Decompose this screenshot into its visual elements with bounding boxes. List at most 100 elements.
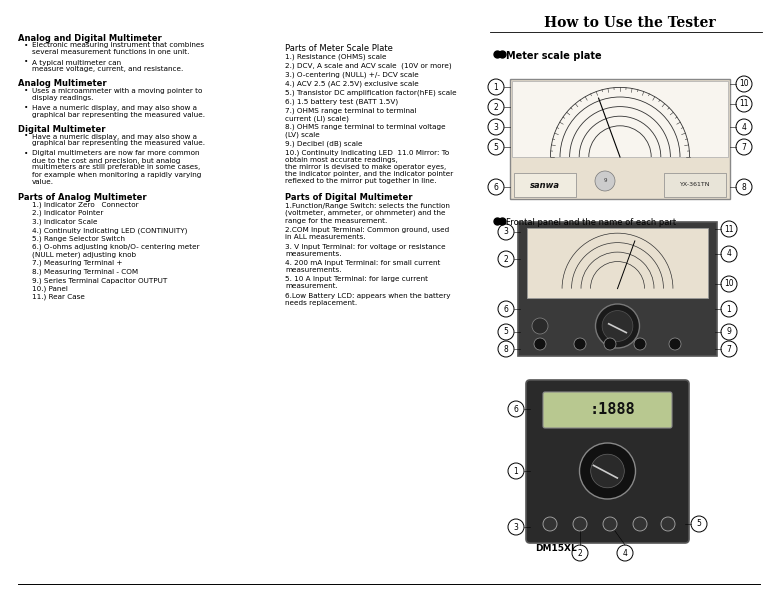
Text: Parts of Meter Scale Plate: Parts of Meter Scale Plate [285, 44, 393, 53]
Text: 6.Low Battery LCD: appears when the battery
needs replacement.: 6.Low Battery LCD: appears when the batt… [285, 293, 451, 306]
Circle shape [721, 301, 737, 317]
Text: 9: 9 [603, 179, 607, 184]
Text: 3.) Indicator Scale: 3.) Indicator Scale [32, 219, 98, 225]
Text: 7: 7 [727, 345, 731, 353]
Text: 3: 3 [504, 228, 508, 236]
Text: Digital Multimeter: Digital Multimeter [18, 125, 105, 134]
Text: 4: 4 [727, 249, 731, 258]
Text: 5: 5 [494, 143, 498, 151]
FancyBboxPatch shape [527, 228, 708, 298]
Circle shape [736, 139, 752, 155]
Text: 8.) OHMS range terminal to terminal voltage
(LV) scale: 8.) OHMS range terminal to terminal volt… [285, 124, 445, 138]
Circle shape [498, 324, 514, 340]
Text: 3.) O-centering (NULL) +/- DCV scale: 3.) O-centering (NULL) +/- DCV scale [285, 71, 419, 78]
FancyBboxPatch shape [526, 380, 689, 543]
Circle shape [572, 545, 588, 561]
Text: 5.) Transistor DC amplification factor(hFE) scale: 5.) Transistor DC amplification factor(h… [285, 90, 457, 96]
FancyBboxPatch shape [514, 173, 576, 197]
Text: Electronic measuring instrument that combines
several measurement functions in o: Electronic measuring instrument that com… [32, 43, 204, 55]
Text: 1: 1 [514, 466, 518, 476]
Circle shape [508, 401, 524, 417]
Circle shape [488, 99, 504, 115]
Text: 8: 8 [504, 345, 508, 353]
Text: Frontal panel and the name of each part: Frontal panel and the name of each part [506, 218, 676, 227]
Text: •: • [24, 105, 28, 111]
Text: 2.) DCV, A scale and ACV scale  (10V or more): 2.) DCV, A scale and ACV scale (10V or m… [285, 62, 452, 69]
Text: 10.) Panel: 10.) Panel [32, 286, 68, 292]
Circle shape [534, 338, 546, 350]
Text: Uses a microammeter with a moving pointer to
display readings.: Uses a microammeter with a moving pointe… [32, 88, 203, 101]
Text: 2: 2 [504, 254, 508, 264]
Text: 10: 10 [739, 80, 749, 89]
Text: 9: 9 [727, 327, 731, 336]
Circle shape [736, 119, 752, 135]
Circle shape [604, 338, 616, 350]
FancyBboxPatch shape [512, 81, 728, 157]
Circle shape [591, 454, 624, 488]
Circle shape [633, 517, 647, 531]
Text: Have a numeric display, and may also show a
graphical bar representing the measu: Have a numeric display, and may also sho… [32, 134, 205, 147]
Circle shape [488, 139, 504, 155]
Text: How to Use the Tester: How to Use the Tester [545, 16, 716, 30]
Circle shape [721, 246, 737, 262]
Text: Digital multimeters are now far more common
due to the cost and precision, but a: Digital multimeters are now far more com… [32, 150, 201, 185]
Text: 4. 200 mA Input Terminal: for small current
measurements.: 4. 200 mA Input Terminal: for small curr… [285, 260, 440, 273]
Circle shape [634, 338, 646, 350]
FancyBboxPatch shape [518, 222, 717, 356]
Circle shape [543, 517, 557, 531]
Text: 1.Function/Range Switch: selects the function
(voltmeter, ammeter, or ohmmeter) : 1.Function/Range Switch: selects the fun… [285, 203, 450, 223]
Text: :1888: :1888 [590, 403, 635, 418]
Text: 2.COM Input Terminal: Common ground, used
in ALL measurements.: 2.COM Input Terminal: Common ground, use… [285, 227, 449, 240]
Text: Analog Multimeter: Analog Multimeter [18, 80, 107, 89]
Circle shape [574, 338, 586, 350]
Circle shape [721, 324, 737, 340]
Text: 10.) Continuity Indicating LED  11.0 Mirror: To
obtain most accurate readings,
t: 10.) Continuity Indicating LED 11.0 Mirr… [285, 150, 453, 184]
Text: 6.) 1.5 battery test (BATT 1.5V): 6.) 1.5 battery test (BATT 1.5V) [285, 99, 398, 105]
Text: 3. V Input Terminal: for voltage or resistance
measurements.: 3. V Input Terminal: for voltage or resi… [285, 244, 445, 257]
Text: 3: 3 [514, 523, 518, 532]
Circle shape [736, 96, 752, 112]
Circle shape [498, 251, 514, 267]
Circle shape [736, 76, 752, 92]
Text: 10: 10 [724, 280, 733, 289]
Text: 6: 6 [504, 305, 508, 314]
Text: 6: 6 [514, 405, 518, 413]
Text: 4: 4 [623, 548, 627, 558]
Text: •: • [24, 134, 28, 140]
Circle shape [595, 171, 615, 191]
Text: Parts of Analog Multimeter: Parts of Analog Multimeter [18, 193, 147, 202]
Text: YX-361TN: YX-361TN [680, 182, 710, 188]
Circle shape [488, 79, 504, 95]
Text: 5.) Range Selector Switch: 5.) Range Selector Switch [32, 235, 125, 242]
Text: 9.) Decibel (dB) scale: 9.) Decibel (dB) scale [285, 141, 362, 147]
Circle shape [580, 443, 635, 499]
Text: sanwa: sanwa [530, 181, 560, 189]
Circle shape [603, 517, 617, 531]
FancyBboxPatch shape [510, 79, 730, 199]
Text: 1.) Resistance (OHMS) scale: 1.) Resistance (OHMS) scale [285, 53, 386, 60]
FancyBboxPatch shape [664, 173, 726, 197]
Circle shape [573, 517, 587, 531]
Text: 7: 7 [742, 143, 746, 151]
Circle shape [508, 519, 524, 535]
Text: •: • [24, 43, 28, 49]
Text: 7.) OHMS range terminal to terminal
current (LI) scale): 7.) OHMS range terminal to terminal curr… [285, 108, 416, 122]
Circle shape [721, 341, 737, 357]
Circle shape [595, 304, 640, 348]
Text: •: • [24, 150, 28, 156]
Text: 1: 1 [727, 305, 731, 314]
Text: A typical multimeter can
measure voltage, current, and resistance.: A typical multimeter can measure voltage… [32, 59, 184, 72]
Circle shape [498, 341, 514, 357]
Circle shape [602, 311, 633, 342]
Circle shape [498, 224, 514, 240]
Text: 5: 5 [697, 520, 701, 529]
Text: 2.) Indicator Pointer: 2.) Indicator Pointer [32, 210, 104, 216]
Text: 5: 5 [504, 327, 508, 336]
Text: 11: 11 [740, 100, 749, 109]
Circle shape [661, 517, 675, 531]
Circle shape [498, 301, 514, 317]
Circle shape [488, 179, 504, 195]
Text: Analog and Digital Multimeter: Analog and Digital Multimeter [18, 34, 162, 43]
Text: 2: 2 [578, 548, 582, 558]
Text: 3: 3 [494, 122, 498, 131]
